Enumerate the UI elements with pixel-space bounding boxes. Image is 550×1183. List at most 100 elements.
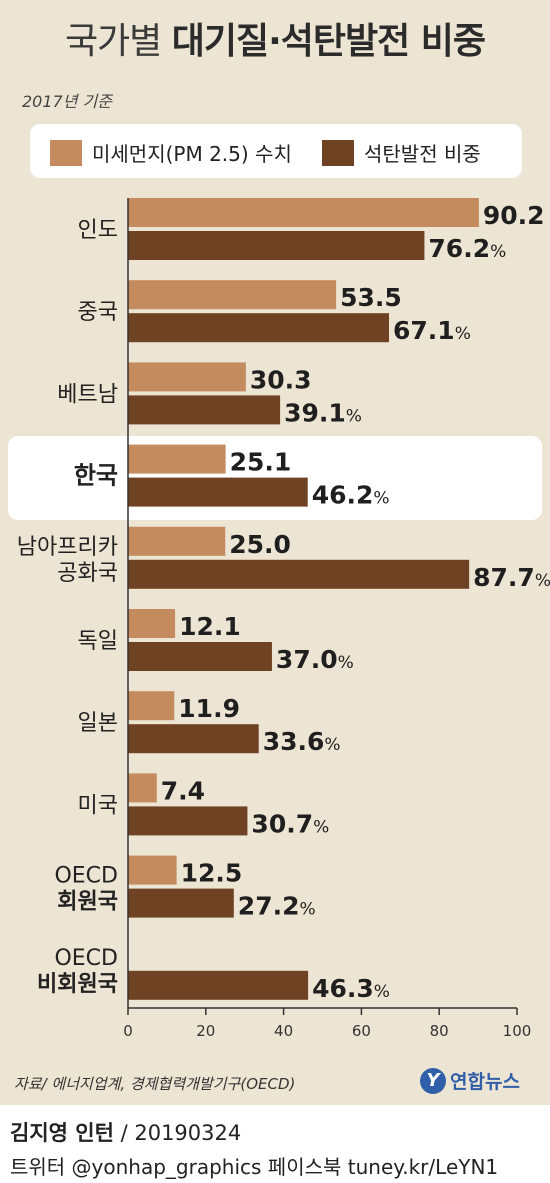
data-label-value: 30.7: [251, 809, 313, 838]
yonhap-logo-text: 연합뉴스: [450, 1071, 520, 1093]
data-label-value: 12.1: [179, 612, 241, 641]
data-label-value: 87.7: [473, 563, 535, 592]
x-tick-label: 80: [430, 1022, 449, 1040]
data-label-value: 30.3: [250, 365, 312, 394]
data-label: 30.7%: [251, 809, 329, 838]
bar-pm25: [128, 198, 479, 227]
bar-coal: [128, 642, 272, 671]
data-label-unit: %: [338, 653, 354, 673]
data-label-value: 46.3: [312, 974, 374, 1003]
data-label-value: 7.4: [161, 776, 205, 805]
yonhap-logo: Y 연합뉴스: [420, 1067, 520, 1094]
x-tick-label: 20: [196, 1022, 215, 1040]
data-label-value: 76.2: [428, 234, 490, 263]
bar-pm25: [128, 609, 176, 638]
category-label: 독일: [78, 629, 118, 654]
data-label: 12.1: [179, 612, 241, 641]
data-label-value: 33.6: [263, 727, 325, 756]
data-label-value: 46.2: [312, 481, 374, 510]
x-tick-label: 40: [274, 1022, 293, 1040]
category-label: 일본: [78, 711, 118, 736]
data-label-value: 37.0: [276, 645, 338, 674]
data-label-unit: %: [374, 982, 390, 1002]
publish-date: / 20190324: [113, 1121, 242, 1145]
data-label-unit: %: [535, 571, 550, 591]
data-label: 12.5: [181, 859, 243, 888]
bar-pm25: [128, 855, 177, 885]
chart-title: 국가별 대기질·석탄발전 비중: [0, 12, 550, 64]
data-label-unit: %: [455, 324, 471, 344]
yonhap-logo-icon: Y: [420, 1067, 446, 1094]
data-label: 67.1%: [393, 316, 471, 345]
data-label: 30.3: [250, 365, 312, 394]
data-label-value: 27.2: [238, 892, 300, 921]
x-tick-label: 0: [123, 1022, 133, 1040]
bar-coal: [128, 724, 259, 754]
data-label-value: 11.9: [178, 694, 240, 723]
legend-label-coal: 석탄발전 비중: [364, 142, 481, 166]
bar-coal: [128, 970, 309, 1000]
category-label: 회원국: [57, 890, 118, 915]
chart-subtitle: 2017년 기준: [22, 92, 112, 111]
category-label: OECD: [54, 946, 118, 971]
data-label: 37.0%: [276, 645, 354, 674]
bar-coal: [128, 231, 425, 260]
data-label: 76.2%: [428, 234, 506, 263]
social-links: 트위터 @yonhap_graphics 페이스북 tuney.kr/LeYN1: [10, 1155, 499, 1179]
footer: 김지영 인턴 / 20190324 트위터 @yonhap_graphics 페…: [0, 1105, 550, 1183]
category-label: 공화국: [57, 561, 118, 586]
bar-coal: [128, 313, 390, 343]
legend-item-coal: 석탄발전 비중: [322, 138, 481, 167]
bar-coal: [128, 559, 470, 589]
bar-pm25: [128, 691, 175, 721]
legend-label-pm25: 미세먼지(PM 2.5) 수치: [92, 142, 292, 166]
data-label: 46.3%: [312, 974, 390, 1003]
data-label-value: 25.0: [229, 530, 291, 559]
legend-item-pm25: 미세먼지(PM 2.5) 수치: [50, 138, 292, 167]
bar-pm25: [128, 280, 337, 310]
data-label-unit: %: [373, 489, 389, 509]
category-label: OECD: [54, 864, 118, 889]
data-label: 33.6%: [263, 727, 341, 756]
category-label: 남아프리카: [17, 535, 118, 560]
bar-coal: [128, 395, 281, 425]
category-label: 인도: [78, 218, 118, 243]
category-label: 베트남: [57, 382, 118, 407]
legend-swatch-coal: [322, 139, 354, 166]
data-label-value: 25.1: [230, 448, 292, 477]
data-label: 46.2%: [312, 481, 390, 510]
source-note: 자료/ 에너지업계, 경제협력개발기구(OECD): [14, 1075, 296, 1093]
data-label-value: 53.5: [340, 283, 402, 312]
bar-pm25: [128, 444, 226, 474]
data-label: 90.2: [483, 201, 545, 230]
data-label-value: 67.1: [393, 316, 455, 345]
data-label-value: 39.1: [284, 398, 346, 427]
data-label: 25.1: [230, 448, 292, 477]
credit-line: 김지영 인턴 / 20190324: [10, 1117, 241, 1147]
author: 김지영 인턴: [10, 1121, 114, 1145]
data-label: 7.4: [161, 776, 205, 805]
bar-chart: 인도 90.2 76.2% 중국 53.5 67.1% 베트남 30.3 39.1% 한국 25.1…: [17, 198, 550, 1040]
title-bold: 대기질·석탄발전 비중: [171, 21, 486, 62]
data-label-unit: %: [490, 242, 506, 262]
bar-pm25: [128, 362, 246, 392]
legend-swatch-pm25: [50, 139, 82, 166]
x-tick-label: 100: [503, 1022, 532, 1040]
category-label: 미국: [78, 793, 118, 818]
bar-pm25: [128, 773, 157, 803]
data-label: 53.5: [340, 283, 402, 312]
data-label-unit: %: [299, 900, 315, 920]
data-label: 11.9: [178, 694, 240, 723]
category-label: 비회원국: [37, 972, 118, 997]
x-tick-label: 60: [352, 1022, 371, 1040]
bar-coal: [128, 888, 234, 918]
title-light: 국가별: [64, 21, 172, 62]
data-label-unit: %: [313, 817, 329, 837]
category-label: 한국: [74, 462, 118, 490]
bar-pm25: [128, 526, 226, 556]
data-label: 39.1%: [284, 398, 362, 427]
data-label: 87.7%: [473, 563, 550, 592]
category-label: 중국: [78, 300, 118, 325]
data-label-unit: %: [324, 735, 340, 755]
bar-coal: [128, 477, 308, 507]
